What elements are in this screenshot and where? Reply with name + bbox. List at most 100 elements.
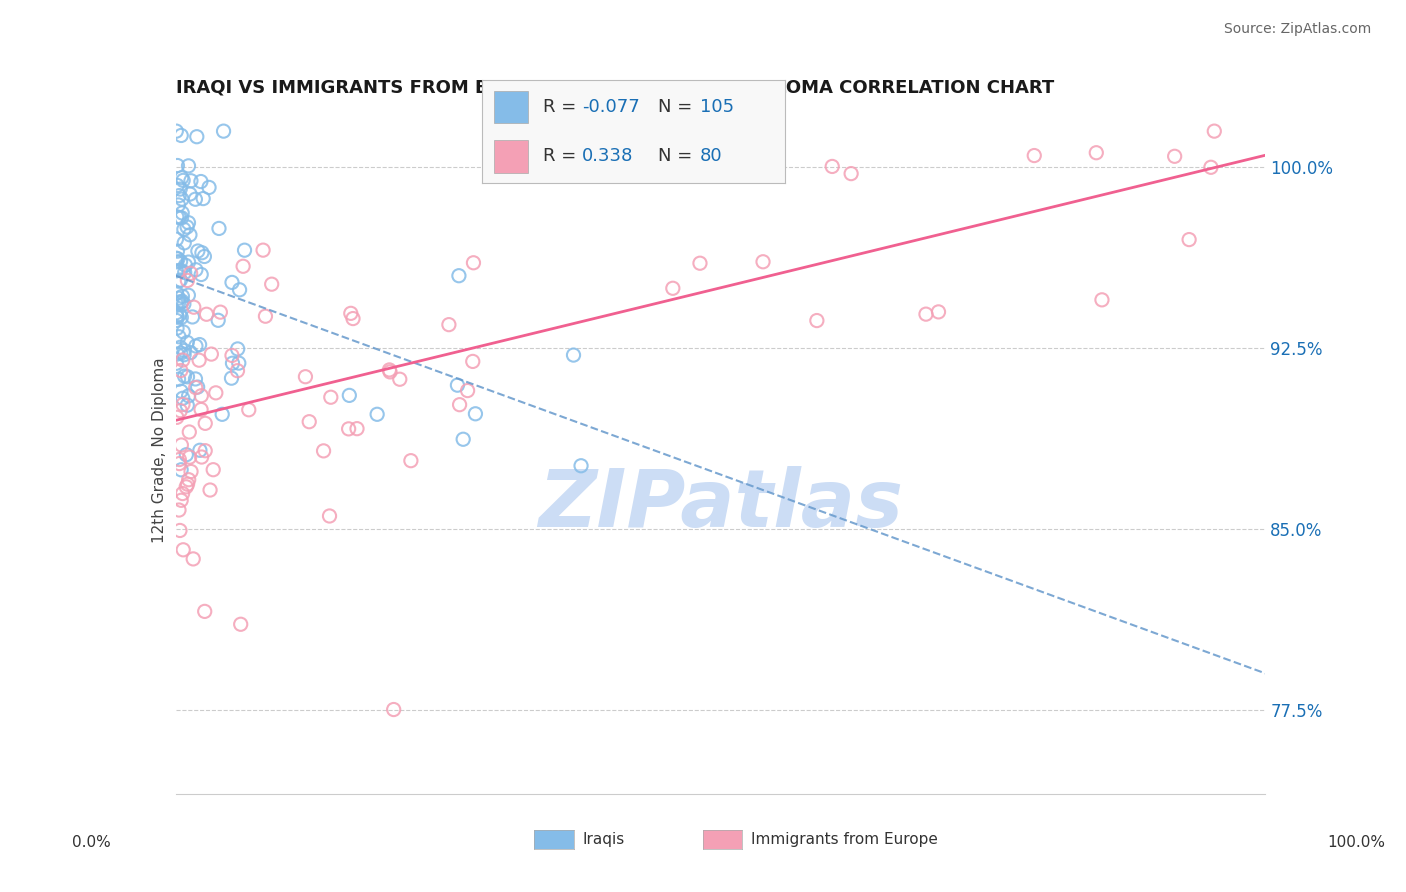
- Point: [205, 385, 228, 400]
- Point: [165, 124, 187, 138]
- Point: [170, 363, 193, 377]
- Point: [166, 244, 188, 259]
- Point: [689, 256, 711, 270]
- Text: -0.077: -0.077: [582, 98, 640, 116]
- Point: [747, 165, 769, 179]
- Point: [173, 222, 195, 236]
- Text: R =: R =: [543, 98, 582, 116]
- Point: [166, 321, 188, 335]
- Point: [190, 450, 212, 464]
- Point: [226, 364, 249, 378]
- Point: [232, 260, 254, 274]
- Point: [173, 235, 195, 250]
- Point: [170, 192, 193, 206]
- Point: [221, 276, 243, 290]
- FancyBboxPatch shape: [495, 140, 527, 173]
- Point: [170, 463, 193, 477]
- Text: N =: N =: [658, 147, 697, 165]
- Point: [202, 463, 225, 477]
- Point: [184, 192, 207, 206]
- Point: [1204, 124, 1226, 138]
- Point: [221, 348, 243, 362]
- Point: [188, 443, 211, 458]
- Point: [342, 311, 364, 326]
- Point: [167, 188, 190, 202]
- Point: [190, 175, 212, 189]
- Point: [177, 255, 200, 269]
- Point: [207, 313, 229, 327]
- Point: [184, 262, 207, 277]
- Point: [170, 346, 193, 360]
- Point: [226, 342, 249, 356]
- Point: [181, 552, 204, 566]
- Point: [169, 524, 191, 538]
- Text: 100.0%: 100.0%: [1327, 836, 1386, 850]
- Point: [165, 255, 187, 269]
- Point: [174, 480, 197, 494]
- Point: [176, 335, 198, 350]
- Point: [165, 251, 187, 265]
- Point: [211, 407, 233, 421]
- Point: [437, 318, 460, 332]
- Point: [228, 356, 250, 370]
- Point: [169, 263, 191, 277]
- Point: [169, 254, 191, 268]
- Point: [915, 307, 938, 321]
- Point: [184, 372, 207, 386]
- Point: [167, 291, 190, 305]
- Point: [172, 294, 194, 309]
- Point: [165, 264, 187, 278]
- Point: [212, 124, 235, 138]
- Point: [173, 369, 195, 384]
- Text: ZIPatlas: ZIPatlas: [538, 467, 903, 544]
- Y-axis label: 12th Grade, No Diploma: 12th Grade, No Diploma: [152, 358, 167, 543]
- Point: [179, 425, 201, 439]
- Point: [318, 508, 340, 523]
- Point: [169, 211, 191, 225]
- Point: [1091, 293, 1114, 307]
- Point: [839, 167, 862, 181]
- Point: [451, 432, 474, 446]
- Point: [167, 329, 190, 343]
- Point: [260, 277, 283, 292]
- Point: [198, 483, 221, 497]
- Point: [172, 325, 194, 339]
- FancyBboxPatch shape: [495, 91, 527, 123]
- Point: [464, 407, 486, 421]
- Point: [252, 243, 274, 257]
- Point: [195, 307, 218, 321]
- Point: [388, 372, 411, 386]
- Point: [173, 348, 195, 362]
- Point: [166, 347, 188, 361]
- Point: [172, 289, 194, 303]
- Point: [1024, 148, 1046, 162]
- Point: [1178, 233, 1201, 247]
- Point: [184, 380, 207, 394]
- Point: [169, 182, 191, 196]
- Text: 0.0%: 0.0%: [72, 836, 111, 850]
- Point: [190, 402, 212, 417]
- Point: [172, 486, 194, 500]
- Point: [167, 295, 190, 310]
- Point: [298, 415, 321, 429]
- Point: [167, 252, 190, 266]
- Point: [174, 258, 197, 272]
- Point: [166, 285, 188, 300]
- Point: [176, 273, 198, 287]
- Text: 0.338: 0.338: [582, 147, 633, 165]
- Point: [170, 493, 193, 508]
- Point: [166, 310, 188, 325]
- Text: N =: N =: [658, 98, 697, 116]
- Text: 105: 105: [700, 98, 734, 116]
- Point: [166, 410, 188, 425]
- Point: [167, 274, 190, 288]
- Text: Source: ZipAtlas.com: Source: ZipAtlas.com: [1223, 22, 1371, 37]
- Point: [449, 398, 471, 412]
- Point: [165, 306, 187, 320]
- Point: [399, 453, 422, 467]
- Point: [238, 402, 260, 417]
- Point: [172, 173, 194, 187]
- Point: [190, 268, 212, 282]
- Point: [183, 300, 205, 314]
- Point: [463, 256, 485, 270]
